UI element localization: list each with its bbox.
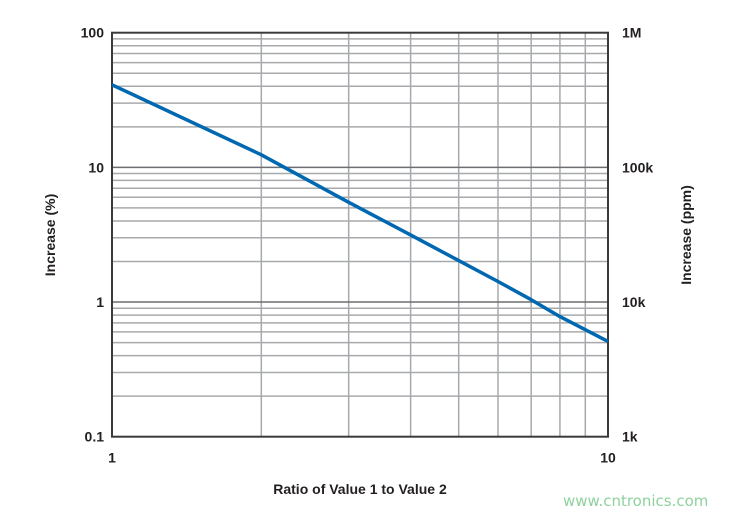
y2-axis-label: Increase (ppm) bbox=[678, 185, 694, 285]
series-line bbox=[111, 83, 609, 343]
y-tick-label: 1 bbox=[96, 294, 104, 310]
y-tick-label: 10 bbox=[88, 159, 104, 175]
x-tick-label: 10 bbox=[600, 450, 616, 466]
y-axis-label: Increase (%) bbox=[42, 194, 58, 276]
x-axis-label: Ratio of Value 1 to Value 2 bbox=[273, 481, 447, 497]
y-tick-label: 100 bbox=[81, 25, 105, 41]
y2-tick-label: 1k bbox=[622, 429, 638, 445]
y2-tick-label: 10k bbox=[622, 294, 646, 310]
watermark: www.cntronics.com bbox=[563, 492, 709, 510]
y-tick-label: 0.1 bbox=[85, 429, 105, 445]
plot-frame bbox=[111, 31, 609, 438]
y2-tick-label: 100k bbox=[622, 159, 653, 175]
y2-tick-label: 1M bbox=[622, 25, 641, 41]
grid bbox=[112, 32, 608, 438]
x-tick-label: 1 bbox=[108, 450, 116, 466]
